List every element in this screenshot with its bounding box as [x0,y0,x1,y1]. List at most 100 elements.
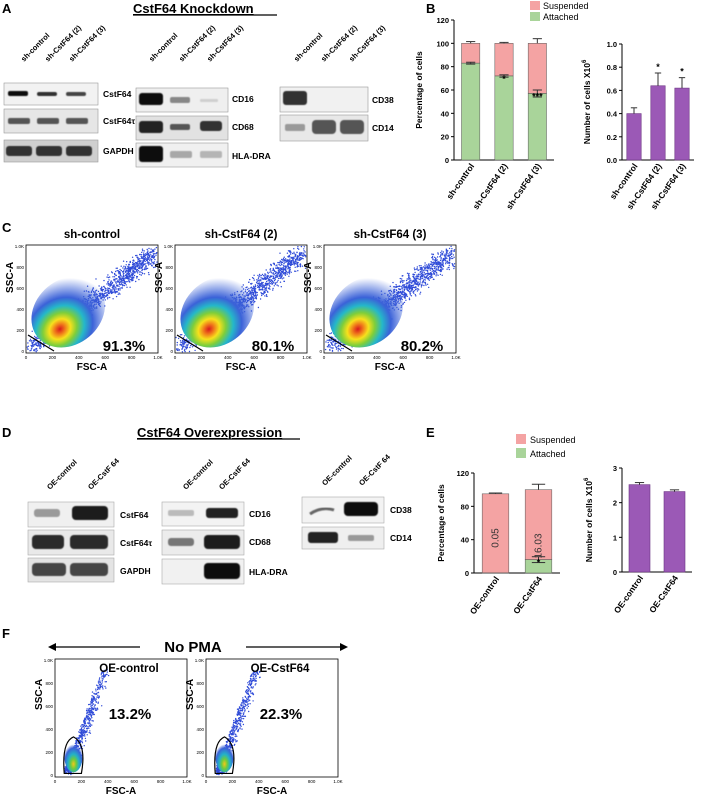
band-label: GAPDH [120,566,151,576]
bar-attached [527,93,547,161]
band-label: CstF64τ [120,538,152,548]
overexpression-title: CstF64 Overexpression [137,425,282,440]
y-tick-label: 0.8 [607,63,617,72]
y-tick-label: 1.0K [44,658,53,663]
legend-suspended: Suspended [543,1,589,11]
y-tick-label: 600 [165,286,173,291]
panel-label-c: C [2,220,12,235]
x-tick-label: 400 [104,779,112,784]
x-tick-label: 800 [157,779,165,784]
y-tick-label: 800 [165,265,173,270]
x-tick-label: 1.0K [451,355,460,360]
plot-title: OE-CstF64 [251,663,310,675]
gate-percentage: 22.3% [260,706,303,723]
y-tick-label: 1.0K [15,244,24,249]
y-tick-label: 0 [319,349,322,354]
no-pma-label: No PMA [164,639,222,656]
y-tick-label: 800 [314,265,322,270]
legend-swatch-suspended [530,1,540,10]
y-tick-label: 40 [441,109,449,118]
oe-g1-lane-labels: OE-control OE-CstF 64 [45,456,122,492]
x-tick-label: 1.0K [333,779,342,784]
y-tick-label: 400 [314,307,322,312]
bar-value-label: 0.05 [491,528,502,548]
y-tick-label: 0 [445,156,449,165]
plot-title: sh-CstF64 (2) [205,229,278,241]
x-tick-label: 200 [78,779,86,784]
y-tick-label: 400 [45,727,53,732]
density-core [31,276,106,348]
x-tick-label: 0 [205,779,208,784]
y-tick-label: 1.0K [313,244,322,249]
x-tick-label: 800 [308,779,316,784]
y-tick-label: 600 [196,704,204,709]
y-tick-label: 80 [461,502,469,511]
lane-label: OE-CstF 64 [86,456,122,492]
lane-label: OE-CstF 64 [217,456,253,492]
x-tick-label: OE-control [468,574,501,616]
x-tick-label: 400 [255,779,263,784]
kd-g2-lane-labels: sh-control sh-CstF64 (2) sh-CstF64 (3) [147,23,245,63]
y-tick-label: 0 [465,569,469,578]
x-tick-label: 600 [281,779,289,784]
legend-attached: Attached [543,12,579,22]
y-tick-label: 1.0 [607,40,617,49]
bar-suspended [494,43,514,77]
x-tick-label: 1.0K [153,355,162,360]
plot-title: sh-CstF64 (3) [354,229,427,241]
kd-g2-blots [135,87,229,168]
bar-value-label: 16.03 [534,533,545,558]
oe-g3-blots [301,496,385,550]
y-tick-label: 3 [613,464,617,473]
y-axis-label-exponent: 6 [582,59,588,63]
band-label: CD16 [232,94,254,104]
y-tick-label: 200 [314,328,322,333]
y-tick-label: 0.2 [607,133,617,142]
oe-g1-blots [27,501,115,583]
gate-percentage: 91.3% [103,338,146,355]
y-tick-label: 120 [436,16,449,25]
y-axis-label: SSC-A [34,679,45,710]
x-axis-label: FSC-A [77,362,108,373]
legend-suspended: Suspended [530,435,576,445]
kd-g3-blots [279,86,369,142]
x-tick-label: OE-CstF64 [511,574,544,616]
x-tick-label: 200 [347,355,355,360]
x-tick-label: 1.0K [182,779,191,784]
bar [674,87,690,161]
x-tick-label: 200 [49,355,57,360]
y-axis-label: SSC-A [185,679,196,710]
significance-mark: * [502,74,506,84]
y-tick-label: 0 [170,349,173,354]
bar-suspended [461,43,481,64]
plot-title: sh-control [64,229,120,241]
legend-b: Suspended Attached [530,1,589,22]
oe-g3-lane-labels: OE-control OE-CstF 64 [320,452,393,488]
y-tick-label: 800 [196,681,204,686]
x-tick-label: sh-CstF64 (2) [471,161,510,211]
band-label: CstF64 [120,510,149,520]
y-tick-label: 1.0K [195,658,204,663]
plot-title: OE-control [99,663,158,675]
y-axis-label-exponent: 6 [584,477,590,481]
y-tick-label: 400 [16,307,24,312]
density-core [215,739,234,773]
significance-mark: *** [532,92,543,102]
legend-swatch-attached [516,448,526,458]
x-tick-label: 0 [323,355,326,360]
band-label: CD38 [390,505,412,515]
significance-mark: * [656,62,660,72]
y-tick-label: 200 [196,750,204,755]
lane-label: OE-CstF 64 [357,452,393,488]
gate-line [325,334,353,352]
x-tick-label: 200 [229,779,237,784]
significance-mark: * [680,67,684,77]
x-axis-label: FSC-A [257,786,288,797]
gate-outline [63,736,84,775]
x-tick-label: sh-control [444,161,476,201]
band-label: CstF64 [103,89,132,99]
bar [626,113,642,161]
chart-e-percentage: 0 40 80 120 Percentage of cells 0.05 OE-contro… [436,469,560,616]
